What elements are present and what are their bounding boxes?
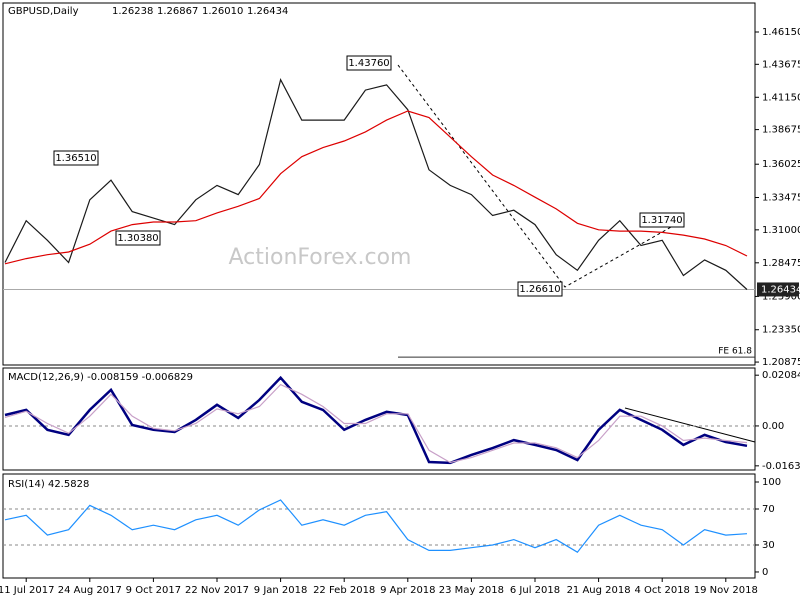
- x-tick-label: 22 Feb 2018: [313, 585, 375, 596]
- close: 1.26434: [247, 6, 288, 17]
- series-line: [4, 383, 748, 464]
- annotation-box: [517, 281, 563, 297]
- x-tick-label: 23 May 2018: [439, 585, 504, 596]
- y-tick-label: 1.23350: [762, 325, 800, 336]
- series-line: [4, 110, 748, 265]
- x-tick-label: 21 Aug 2018: [567, 585, 631, 596]
- annotation-box: [115, 230, 161, 246]
- macd-panel: [2, 367, 756, 471]
- macd-trendline: [624, 407, 756, 443]
- y-tick-label: 0.020848: [762, 370, 800, 381]
- macd-title: MACD(12,26,9) -0.008159 -0.006829: [8, 372, 193, 383]
- y-tick-label: -0.016389: [762, 461, 800, 472]
- annotation-box: [346, 55, 392, 71]
- symbol: GBPUSD,Daily: [8, 6, 79, 17]
- rsi-title: RSI(14) 42.5828: [8, 479, 89, 490]
- y-tick-label: 1.36025: [762, 159, 800, 170]
- price-panel: [2, 2, 756, 366]
- annotation: 1.31740: [641, 215, 682, 226]
- annotation: 1.36510: [55, 153, 96, 164]
- x-tick-label: 4 Oct 2018: [634, 585, 689, 596]
- fe-label: FE 61.8: [718, 347, 752, 357]
- y-tick-label: 70: [762, 504, 775, 515]
- x-tick-label: 9 Apr 2018: [380, 585, 435, 596]
- y-tick-label: 1.33475: [762, 193, 800, 204]
- y-tick-label: 0.00: [762, 421, 784, 432]
- x-tick-label: 9 Oct 2017: [126, 585, 181, 596]
- x-tick-label: 22 Nov 2017: [185, 585, 249, 596]
- y-tick-label: 1.25900: [762, 291, 800, 302]
- y-tick-label: 100: [762, 477, 781, 488]
- x-tick-label: 9 Jan 2018: [254, 585, 308, 596]
- annotation: 1.43760: [348, 58, 389, 69]
- y-tick-label: 0: [762, 567, 768, 578]
- rsi-panel: [2, 473, 756, 579]
- y-tick-label: 1.20875: [762, 357, 800, 368]
- series-line: [4, 375, 748, 465]
- last-price-box: [757, 282, 799, 297]
- annotation: 1.30380: [117, 233, 158, 244]
- x-tick-label: 24 Aug 2017: [58, 585, 122, 596]
- last-price-label: 1.26434: [761, 284, 800, 295]
- y-tick-label: 30: [762, 540, 775, 551]
- high: 1.26867: [157, 6, 198, 17]
- series-line: [4, 78, 748, 290]
- x-tick-label: 11 Jul 2017: [0, 585, 55, 596]
- y-tick-label: 1.46150: [762, 27, 800, 38]
- y-tick-label: 1.28475: [762, 258, 800, 269]
- annotation-box: [639, 212, 685, 228]
- open: 1.26238: [112, 6, 153, 17]
- y-tick-label: 1.31000: [762, 225, 800, 236]
- annotation-box: [53, 150, 99, 166]
- watermark: ActionForex.com: [229, 245, 412, 270]
- low: 1.26010: [202, 6, 243, 17]
- annotation: 1.26610: [519, 284, 560, 295]
- series-line: [4, 499, 748, 553]
- y-tick-label: 1.41150: [762, 92, 800, 103]
- fibonacci-trend: [397, 64, 681, 288]
- y-tick-label: 1.38675: [762, 125, 800, 136]
- y-tick-label: 1.43675: [762, 59, 800, 70]
- x-tick-label: 6 Jul 2018: [510, 585, 560, 596]
- x-tick-label: 19 Nov 2018: [694, 585, 758, 596]
